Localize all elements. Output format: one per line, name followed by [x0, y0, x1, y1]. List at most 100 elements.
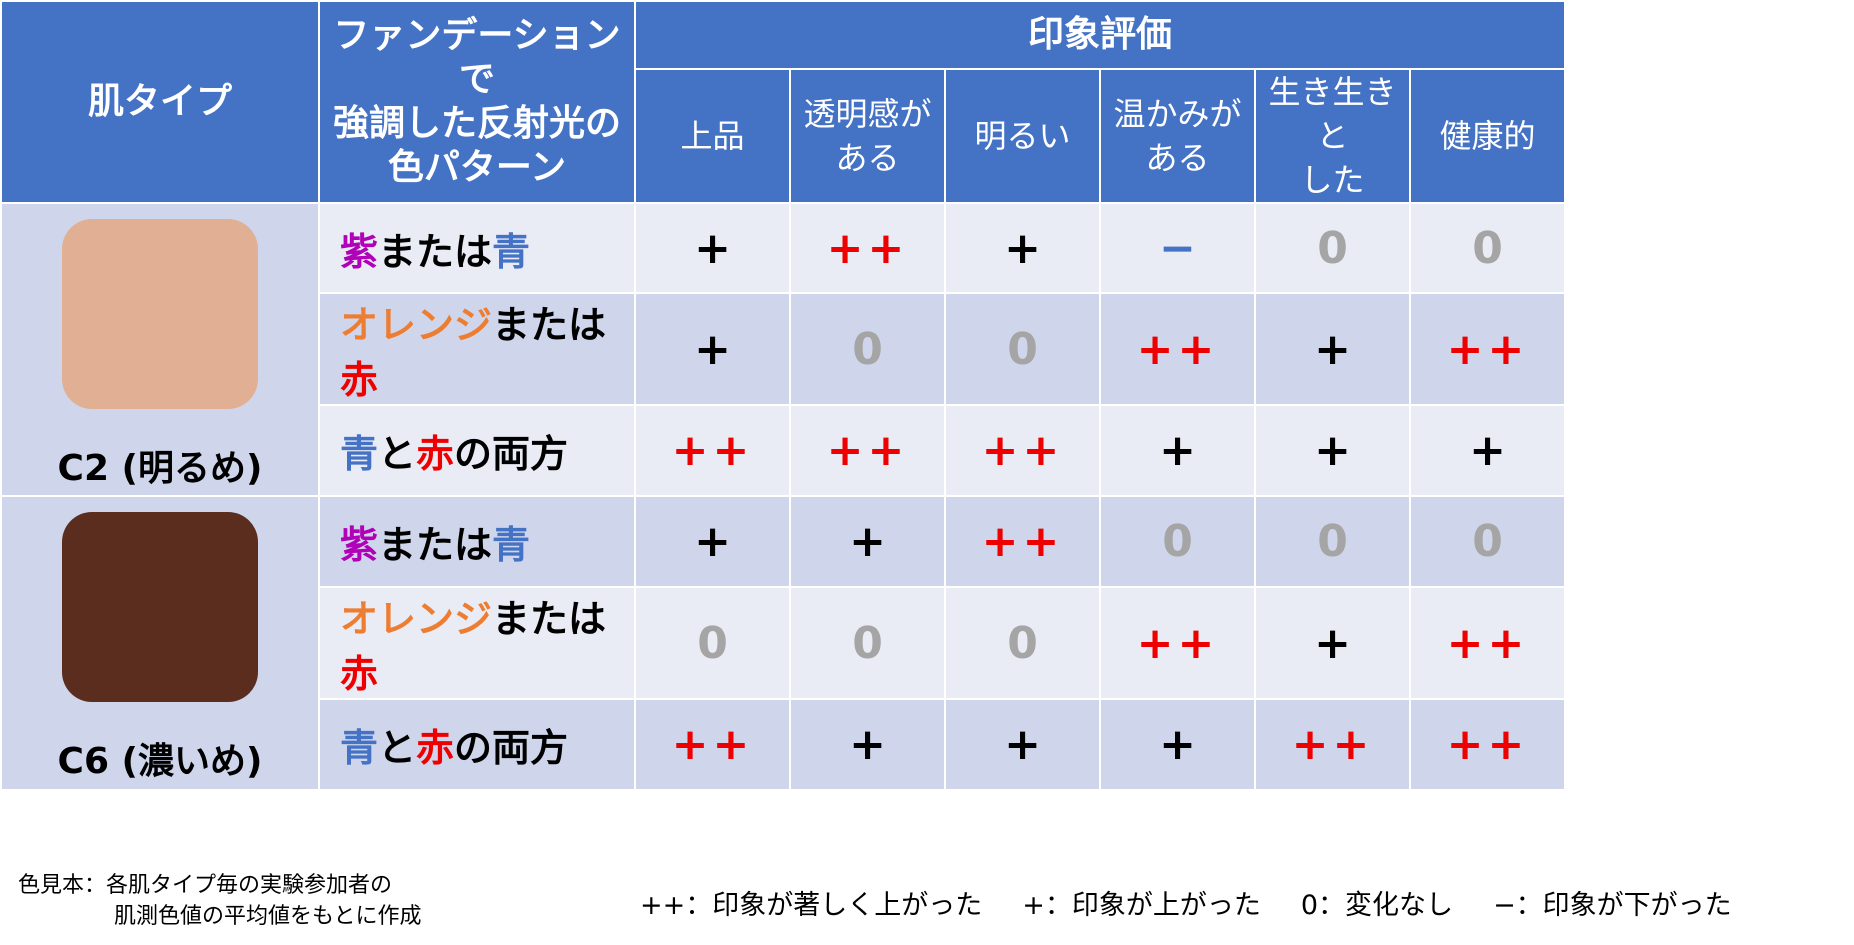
- rating-cell: 0: [944, 586, 1101, 700]
- rating-cell: ++: [634, 404, 791, 497]
- rating-symbol: +: [849, 719, 886, 770]
- rating-symbol: ++: [981, 516, 1064, 567]
- note-line-2: 肌測色値の平均値をもとに作成: [114, 904, 422, 929]
- rating-cell: +: [1254, 292, 1411, 406]
- note-line-1: 色見本：各肌タイプ毎の実験参加者の: [18, 873, 393, 898]
- impression-header: 印象評価: [634, 0, 1566, 70]
- table-row: 青と赤の両方+++++++++: [1, 404, 1566, 497]
- legend-item: ++：印象が著しく上がった: [640, 890, 983, 921]
- rating-symbol: ++: [826, 425, 909, 476]
- rating-cell: +: [634, 202, 791, 294]
- rating-cell: +: [944, 698, 1101, 791]
- rating-cell: +: [634, 292, 791, 406]
- rating-cell: +: [944, 202, 1101, 294]
- rating-cell: ++: [1099, 586, 1256, 700]
- pattern-text-segment: 赤: [416, 432, 455, 476]
- column-header-line: 健康的: [1439, 117, 1536, 155]
- pattern-text-segment: と: [378, 432, 417, 476]
- column-header-line: 明るい: [974, 117, 1071, 155]
- rating-cell: ++: [1254, 698, 1411, 791]
- pattern-text-segment: オレンジ: [340, 597, 493, 641]
- pattern-text-segment: または: [492, 597, 607, 641]
- pattern-text-segment: または: [378, 229, 493, 274]
- pattern-text-segment: または: [378, 523, 493, 567]
- rating-symbol: ++: [1446, 323, 1529, 375]
- skin-type-cell: C2 (明るめ): [0, 202, 320, 497]
- rating-cell: 0: [944, 292, 1101, 406]
- rating-symbol: ++: [1446, 617, 1529, 669]
- impression-table: 肌タイプ ファンデーションで 強調した反射光の 色パターン 印象評価 上品 透明感があ…: [0, 0, 1566, 791]
- rating-cell: 0: [1254, 202, 1411, 294]
- rating-symbol: ++: [826, 222, 909, 274]
- rating-symbol: ++: [1136, 323, 1219, 375]
- pattern-text-segment: 紫: [340, 523, 379, 567]
- pattern-text-segment: の両方: [454, 726, 569, 770]
- column-header-line: ある: [835, 139, 900, 177]
- rating-cell: 0: [1099, 495, 1256, 588]
- color-pattern-cell: 紫または青: [318, 495, 636, 588]
- legend: ++：印象が著しく上がった +：印象が上がった 0：変化なし −：印象が下がった: [640, 883, 1772, 922]
- skin-type-cell: C6 (濃いめ): [0, 495, 320, 791]
- skin-type-label: C2 (明るめ): [57, 447, 263, 489]
- pattern-text-segment: 青: [492, 229, 531, 274]
- pattern-header-line: 強調した反射光の: [332, 103, 621, 144]
- rating-symbol: +: [1004, 719, 1041, 770]
- rating-cell: ++: [1409, 586, 1566, 700]
- rating-symbol: −: [1159, 222, 1196, 274]
- skin-color-swatch: [62, 218, 258, 409]
- legend-item: +：印象が上がった: [1022, 890, 1261, 921]
- rating-cell: 0: [789, 586, 946, 700]
- rating-symbol: ++: [981, 425, 1064, 476]
- rating-cell: 0: [634, 586, 791, 700]
- rating-cell: +: [1254, 404, 1411, 497]
- rating-symbol: +: [1159, 425, 1196, 476]
- pattern-text-segment: 青: [340, 726, 379, 770]
- rating-symbol: ++: [1291, 719, 1374, 770]
- impression-column-header: 明るい: [944, 68, 1101, 204]
- table-row: C6 (濃いめ) 紫または青 + + ++ 0 0 0: [0, 495, 1566, 791]
- color-pattern-cell: 青と赤の両方: [318, 404, 636, 497]
- pattern-text-segment: 赤: [416, 726, 455, 770]
- rating-symbol: +: [694, 323, 731, 375]
- rating-cell: ++: [1409, 698, 1566, 791]
- color-sample-note: 色見本：各肌タイプ毎の実験参加者の 肌測色値の平均値をもとに作成: [18, 870, 422, 932]
- rating-cell: ++: [944, 495, 1101, 588]
- rating-symbol: 0: [1472, 222, 1503, 274]
- rating-symbol: +: [1314, 323, 1351, 375]
- impression-column-header: 健康的: [1409, 68, 1566, 204]
- pattern-text-segment: または: [492, 303, 607, 347]
- rating-cell: ++: [789, 404, 946, 497]
- rating-cell: 0: [1254, 495, 1411, 588]
- rating-symbol: +: [849, 516, 886, 567]
- impression-column-header: 温かみが ある: [1099, 68, 1256, 204]
- rating-cell: ++: [634, 698, 791, 791]
- column-header-line: 生き生きと: [1268, 73, 1397, 155]
- rating-symbol: ++: [1136, 617, 1219, 669]
- color-pattern-cell: オレンジまたは赤: [318, 292, 636, 406]
- rating-symbol: 0: [697, 617, 728, 669]
- rating-cell: 0: [789, 292, 946, 406]
- rating-cell: ++: [789, 202, 946, 294]
- legend-item: −：印象が下がった: [1493, 890, 1732, 921]
- rating-symbol: +: [1159, 719, 1196, 770]
- column-header-line: 温かみが: [1113, 95, 1242, 133]
- column-header-line: 上品: [680, 117, 745, 155]
- pattern-header: ファンデーションで 強調した反射光の 色パターン: [318, 0, 636, 204]
- column-header-line: した: [1300, 161, 1365, 199]
- rating-symbol: 0: [852, 617, 883, 669]
- rating-symbol: 0: [1007, 617, 1038, 669]
- rating-cell: 0: [1409, 495, 1566, 588]
- table-row: オレンジまたは赤 +0 0 ++ + ++: [1, 292, 1566, 406]
- rating-cell: −: [1099, 202, 1256, 294]
- pattern-text-segment: 青: [340, 432, 379, 476]
- skin-color-swatch: [62, 512, 258, 702]
- rating-cell: +: [1099, 698, 1256, 791]
- skin-type-label: C6 (濃いめ): [57, 741, 263, 782]
- rating-symbol: ++: [671, 425, 754, 476]
- pattern-header-line: ファンデーションで: [333, 15, 621, 100]
- pattern-text-segment: 赤: [340, 358, 379, 402]
- column-header-line: ある: [1145, 139, 1210, 177]
- rating-cell: +: [1099, 404, 1256, 497]
- rating-symbol: 0: [1162, 516, 1193, 567]
- table-row: オレンジまたは赤 0 0 0 ++ + ++: [1, 586, 1566, 700]
